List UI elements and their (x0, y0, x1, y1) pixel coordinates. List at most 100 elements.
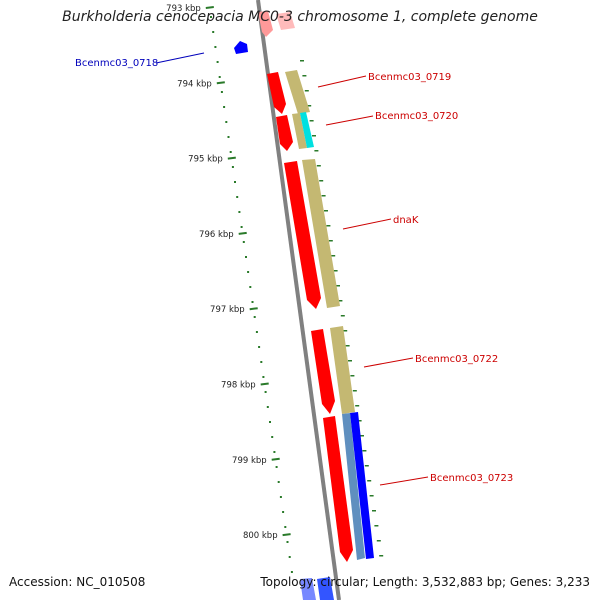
cds-arrow[interactable] (284, 161, 321, 309)
cds-arrow[interactable] (267, 72, 286, 114)
outer-tick (309, 120, 314, 122)
scale-tick-label: 795 kbp (188, 155, 223, 165)
leader-line (325, 115, 374, 126)
outer-tick (319, 180, 324, 182)
gene-label[interactable]: Bcenmc03_0719 (368, 72, 451, 83)
minor-tick (253, 316, 256, 318)
minor-tick (269, 421, 271, 423)
minor-tick (212, 31, 215, 33)
reverse-cds-arrow[interactable] (234, 41, 248, 54)
major-tick (227, 156, 236, 160)
outer-tick (355, 405, 360, 407)
minor-tick (240, 226, 243, 228)
outer-tick (374, 525, 379, 527)
minor-tick (216, 61, 219, 63)
leader-line (379, 476, 429, 486)
khaki-feature[interactable] (292, 113, 307, 149)
khaki-feature[interactable] (330, 326, 355, 414)
scale-tick-label: 793 kbp (166, 4, 201, 14)
gene-label[interactable]: dnaK (393, 215, 419, 226)
minor-tick (279, 496, 282, 498)
outer-tick (364, 465, 369, 467)
minor-tick (225, 121, 228, 123)
major-ticks: 793 kbp 794 kbp 795 kbp 796 kbp 797 kbp 798 k… (166, 4, 291, 541)
minor-tick (273, 451, 276, 453)
minor-tick (258, 346, 261, 348)
minor-tick (262, 376, 265, 378)
minor-tick (220, 91, 223, 93)
outer-tick (328, 240, 333, 242)
minor-tick (284, 526, 287, 528)
leader-line (342, 218, 392, 230)
blue-feature[interactable] (317, 577, 334, 600)
outer-tick (324, 210, 328, 212)
outer-tick (312, 135, 316, 137)
minor-tick (282, 511, 285, 513)
minor-tick (238, 211, 241, 213)
genome-summary-text: Topology: circular; Length: 3,532,883 bp… (260, 575, 590, 589)
outer-tick (338, 300, 343, 302)
scale-tick-label: 798 kbp (221, 381, 256, 391)
gene-label[interactable]: Bcenmc03_0720 (375, 111, 458, 122)
outer-tick (372, 510, 376, 512)
minor-tick (236, 196, 239, 198)
minor-tick (288, 556, 291, 558)
minor-tick (218, 76, 221, 78)
chromosome-backbone (256, 0, 341, 600)
gene-label[interactable]: Bcenmc03_0722 (415, 354, 498, 365)
outer-tick (300, 60, 304, 62)
outer-tick (350, 375, 355, 377)
cds-track (234, 11, 353, 562)
minor-tick (271, 436, 274, 438)
outer-tick (343, 330, 348, 332)
minor-tick (275, 466, 278, 468)
blue-feature[interactable] (350, 412, 374, 559)
minor-tick (249, 286, 252, 288)
major-tick (282, 533, 291, 537)
outer-tick (326, 225, 331, 227)
outer-tick (316, 165, 321, 167)
cds-arrow[interactable] (276, 12, 295, 30)
scale-tick-label: 800 kbp (243, 531, 278, 541)
minor-tick (245, 256, 247, 258)
scale-tick-label: 799 kbp (232, 456, 267, 466)
minor-tick (286, 541, 289, 543)
cds-arrow[interactable] (276, 115, 293, 151)
map-title: Burkholderia cenocepacia MC0-3 chromosom… (62, 9, 538, 25)
cds-arrow[interactable] (323, 416, 353, 562)
outer-tick (336, 285, 340, 287)
gene-label[interactable]: Bcenmc03_0723 (430, 473, 513, 484)
minor-tick (214, 46, 217, 48)
outer-tick (302, 75, 307, 77)
khaki-feature[interactable] (302, 159, 340, 308)
label-leaders (155, 52, 429, 486)
minor-tick (231, 166, 234, 168)
cds-arrow[interactable] (258, 11, 273, 37)
minor-tick (260, 361, 263, 363)
feature-track-outer (285, 70, 374, 600)
minor-tick (290, 571, 293, 573)
cds-arrow[interactable] (311, 329, 335, 414)
major-tick (271, 457, 280, 461)
scale-tick-label: 797 kbp (210, 305, 245, 315)
outer-tick (379, 555, 384, 557)
steel-feature[interactable] (342, 413, 365, 560)
gene-label[interactable]: Bcenmc03_0718 (75, 58, 158, 69)
minor-tick (210, 16, 212, 18)
outer-tick (360, 435, 364, 437)
outer-tick (369, 495, 374, 497)
minor-ticks (210, 16, 384, 573)
leader-line (155, 52, 205, 64)
minor-tick (247, 271, 250, 273)
outer-tick (333, 270, 338, 272)
cyan-feature[interactable] (300, 112, 314, 148)
outer-tick (331, 255, 336, 257)
outer-tick (307, 105, 312, 107)
khaki-feature[interactable] (285, 70, 310, 114)
minor-tick (229, 151, 232, 153)
blue-feature[interactable] (300, 578, 316, 600)
minor-tick (266, 406, 269, 408)
minor-tick (242, 241, 245, 243)
outer-tick (304, 90, 309, 92)
